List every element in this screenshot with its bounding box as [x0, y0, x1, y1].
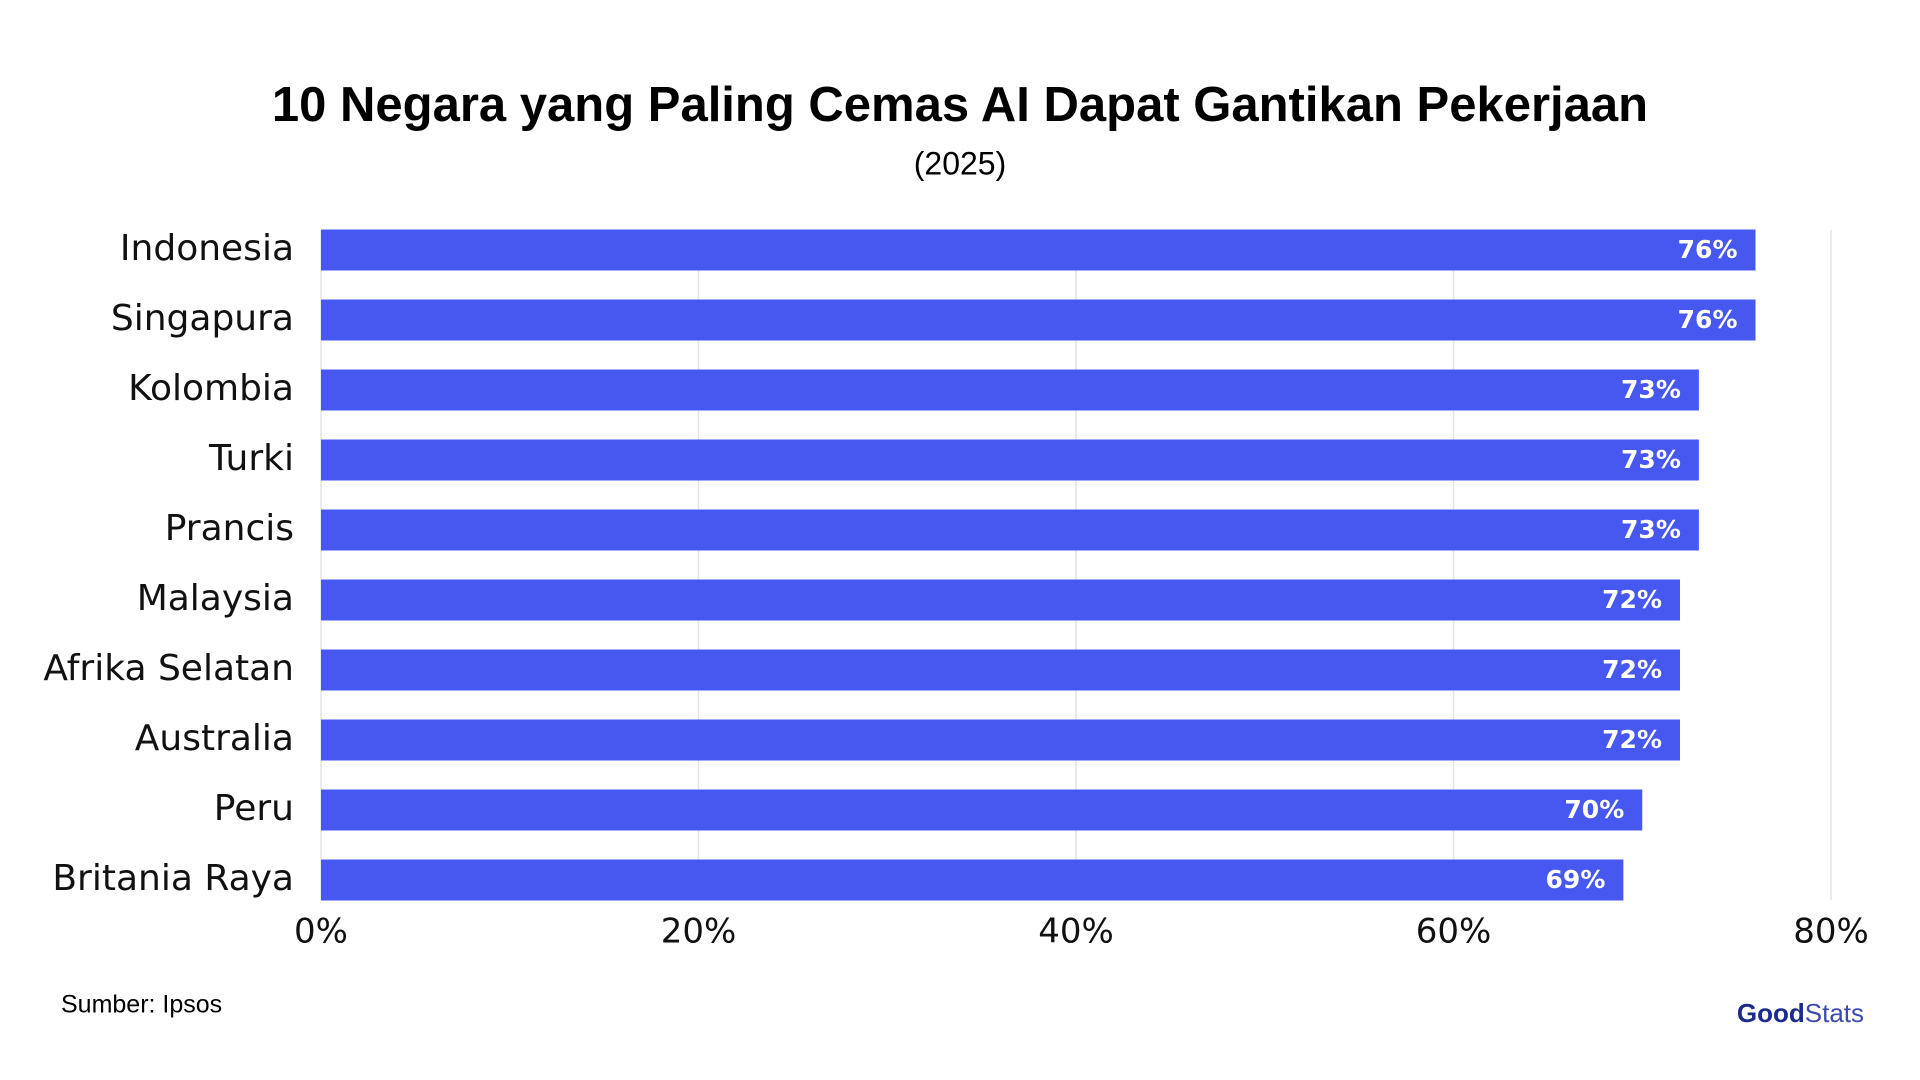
data-label: 72%	[1602, 725, 1662, 754]
y-tick-label: Afrika Selatan	[43, 648, 294, 689]
data-label: 72%	[1602, 655, 1662, 684]
brand-part: Stats	[1805, 998, 1864, 1028]
bar	[321, 369, 1699, 411]
x-tick-label: 40%	[1038, 912, 1114, 952]
y-tick-label: Turki	[208, 438, 294, 479]
y-tick-label: Kolombia	[128, 368, 294, 409]
bar	[321, 299, 1756, 341]
data-label: 70%	[1564, 795, 1624, 824]
brand-logo: GoodStats	[1737, 998, 1864, 1028]
data-label: 76%	[1678, 305, 1738, 334]
bar	[321, 649, 1680, 691]
bar	[321, 719, 1680, 761]
bar	[321, 789, 1643, 831]
bar	[321, 509, 1699, 551]
brand-part: Good	[1737, 998, 1805, 1028]
y-tick-label: Malaysia	[137, 578, 294, 619]
x-tick-label: 80%	[1793, 912, 1869, 952]
y-tick-label: Indonesia	[120, 228, 294, 269]
y-tick-label: Prancis	[165, 508, 294, 549]
source-note: Sumber: Ipsos	[61, 991, 222, 1019]
bar	[321, 229, 1756, 271]
y-tick-label: Singapura	[111, 298, 294, 339]
x-tick-label: 60%	[1416, 912, 1492, 952]
data-label: 73%	[1621, 375, 1681, 404]
y-tick-label: Peru	[214, 788, 294, 829]
chart-subtitle: (2025)	[914, 145, 1007, 181]
y-tick-label: Britania Raya	[52, 858, 294, 899]
bar	[321, 579, 1680, 621]
data-label: 69%	[1546, 865, 1606, 894]
x-tick-label: 0%	[294, 912, 348, 952]
x-tick-label: 20%	[661, 912, 737, 952]
chart-title: 10 Negara yang Paling Cemas AI Dapat Gan…	[272, 78, 1648, 132]
data-label: 76%	[1678, 235, 1738, 264]
data-label: 73%	[1621, 515, 1681, 544]
data-label: 73%	[1621, 445, 1681, 474]
bar	[321, 439, 1699, 481]
bar	[321, 859, 1624, 901]
data-label: 72%	[1602, 585, 1662, 614]
y-tick-label: Australia	[135, 718, 294, 759]
